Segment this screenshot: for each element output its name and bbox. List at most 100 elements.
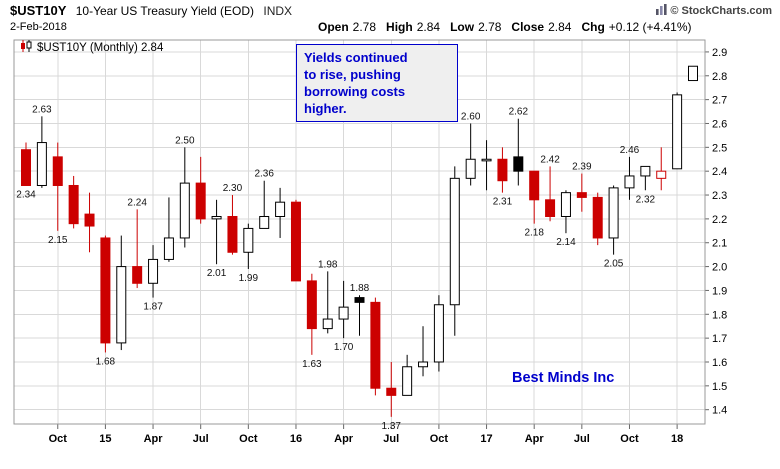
y-axis-label: 2.7 [712,95,727,107]
candle: May 2016 O:1.87 H:1.88 L:1.71 C:1.85 [354,295,365,336]
price-label: 1.99 [239,273,259,284]
quote-line: Open 2.78 High 2.84 Low 2.78 Close 2.84 Chg +0.12… [318,20,702,34]
candle: Jun 2015 O:2.12 H:2.5 L:2.08 C:2.35 [179,147,190,248]
price-label: 1.98 [318,259,338,270]
high-value: 2.84 [416,20,441,34]
price-label: 2.31 [493,197,513,208]
candle: Apr 2016 O:1.78 H:1.94 L:1.7 C:1.83 [338,280,349,339]
instrument-title: 10-Year US Treasury Yield (EOD) [75,4,255,18]
annotation-box: Yields continued to rise, pushing borrow… [296,44,458,122]
y-axis-label: 2.0 [712,262,727,274]
close-value: 2.84 [548,20,572,34]
x-axis-label: Jul [383,433,399,445]
high-label: High [386,20,413,34]
candle: Nov 2015 O:2.16 H:2.36 L:2.16 C:2.21 [259,180,270,229]
price-label: 2.30 [223,183,243,194]
x-axis-label: Oct [49,433,68,445]
price-label: 1.37 [382,421,402,432]
x-axis-label: Oct [239,433,258,445]
price-label: 2.01 [207,268,227,279]
candle: Dec 2017 O:2.37 H:2.5 L:2.32 C:2.4 [656,147,667,191]
price-label: 1.63 [302,359,322,370]
x-axis-label: 16 [290,433,302,445]
stockcharts-copyright-link[interactable]: © StockCharts.com [656,4,772,18]
gridlines [14,40,705,424]
price-label: 1.70 [334,342,354,353]
chart-date: 2-Feb-2018 [10,21,67,33]
y-axis-label: 2.9 [712,47,727,59]
candle: Jun 2016 O:1.85 H:1.87 L:1.46 C:1.49 [370,297,381,396]
candle: Dec 2014 O:2.22 H:2.31 L:2.06 C:2.17 [84,192,95,253]
candle: Nov 2017 O:2.38 H:2.42 L:2.32 C:2.42 [640,165,651,191]
price-label: 2.60 [461,111,481,122]
price-label: 2.24 [127,197,147,208]
chart-legend: $UST10Y (Monthly) 2.84 [20,40,163,55]
candle: Feb 2016 O:1.94 H:1.97 L:1.63 C:1.74 [306,273,317,355]
y-axis-label: 1.7 [712,333,727,345]
candle: Feb 2018 O:2.78 H:2.84 L:2.78 C:2.84 [688,65,698,82]
y-axis-label: 1.8 [712,309,727,321]
x-axis-label: Apr [334,433,354,445]
candle: Oct 2015 O:2.06 H:2.18 L:1.99 C:2.16 [243,223,254,269]
candle: Jul 2016 O:1.49 H:1.6 L:1.37 C:1.46 [386,361,397,417]
x-axis-label: Oct [430,433,449,445]
price-label: 2.15 [48,235,68,246]
candle: Jul 2015 O:2.35 H:2.46 L:2.18 C:2.2 [195,156,206,224]
chg-label: Chg [581,20,605,34]
candle: Nov 2014 O:2.34 H:2.38 L:2.16 C:2.18 [68,175,79,229]
symbol: $UST10Y [10,3,67,18]
annotation-line: borrowing costs [304,84,406,99]
price-label: 1.88 [350,283,370,294]
price-label: 1.87 [143,302,163,313]
x-axis-label: Apr [525,433,545,445]
candle: Sep 2017 O:2.12 H:2.34 L:2.05 C:2.33 [608,185,619,255]
candle: Jan 2015 O:2.12 H:2.13 L:1.64 C:1.68 [100,235,111,353]
y-axis-label: 1.9 [712,285,727,297]
candle: Jan 2017 O:2.45 H:2.53 L:2.32 C:2.45 [481,140,492,191]
x-axis-label: 18 [671,433,683,445]
chg-value: +0.12 (+4.41%) [608,20,692,34]
candle: Nov 2016 O:1.84 H:2.42 L:1.71 C:2.37 [449,166,460,336]
stockcharts-logo-icon [656,4,667,18]
price-label: 2.34 [16,189,36,200]
candles-layer: Aug 2014 O:2.49 H:2.52 L:2.34 C:2.34 Sep … [21,65,698,417]
x-axis-label: 17 [480,433,492,445]
price-chart: 2.9 2.8 2.7 2.6 2.5 2.4 2.3 2.2 2.1 2.0 1.9 1.8 1.7 1… [13,39,727,445]
candle: Sep 2014 O:2.34 H:2.63 L:2.33 C:2.52 [36,116,47,188]
y-axis-label: 1.6 [712,357,727,369]
price-label: 2.32 [636,194,656,205]
plot-border [13,39,706,425]
candle: Jan 2018 O:2.41 H:2.73 L:2.41 C:2.72 [672,92,683,170]
x-axis-label: Jul [574,433,590,445]
price-label: 2.42 [540,154,560,165]
candle: Feb 2017 O:2.45 H:2.5 L:2.31 C:2.36 [497,147,508,193]
watermark-text: Best Minds Inc [512,370,615,386]
y-axis-label: 2.8 [712,71,727,83]
candle: Sep 2015 O:2.21 H:2.3 L:2.05 C:2.06 [227,195,238,255]
x-axis-label: 15 [99,433,111,445]
candle: Mar 2016 O:1.74 H:1.98 L:1.72 C:1.78 [322,271,333,334]
x-axis: Oct 15 Apr Jul Oct 16 Apr Jul Oct 17 Apr Jul Oct 18 [49,424,683,445]
candle: Dec 2015 O:2.21 H:2.33 L:2.12 C:2.27 [275,187,286,238]
candle: Oct 2016 O:1.6 H:1.88 L:1.56 C:1.84 [433,295,444,372]
price-label: 2.63 [32,104,52,115]
candle: Jan 2016 O:2.27 H:2.28 L:1.94 C:1.94 [290,199,301,282]
x-axis-label: Oct [620,433,639,445]
candle: Aug 2016 O:1.46 H:1.63 L:1.46 C:1.58 [402,354,413,396]
copyright-text: © StockCharts.com [670,5,772,17]
candle: Feb 2015 O:1.68 H:2.13 L:1.65 C:2 [116,235,127,351]
price-label: 2.05 [604,259,624,270]
candle: Oct 2017 O:2.33 H:2.46 L:2.28 C:2.38 [624,156,635,200]
candle: Jul 2017 O:2.31 H:2.39 L:2.23 C:2.29 [576,173,587,212]
candle: Aug 2014 O:2.49 H:2.52 L:2.34 C:2.34 [21,142,31,186]
candle: Sep 2016 O:1.58 H:1.75 L:1.54 C:1.6 [418,326,429,377]
y-axis-label: 2.3 [712,190,727,202]
x-axis-label: Jul [193,433,209,445]
candle-labels: 2.34 2.63 2.15 1.68 2.24 1.87 2.50 2.01 2.30 1.99… [16,104,655,432]
low-value: 2.78 [478,20,502,34]
open-label: Open [318,20,349,34]
candle: Aug 2017 O:2.29 H:2.31 L:2.09 C:2.12 [592,192,603,246]
candle: Mar 2017 O:2.46 H:2.62 L:2.34 C:2.4 [513,118,524,186]
y-axis-label: 1.4 [712,405,727,417]
y-axis-label: 2.2 [712,214,727,226]
